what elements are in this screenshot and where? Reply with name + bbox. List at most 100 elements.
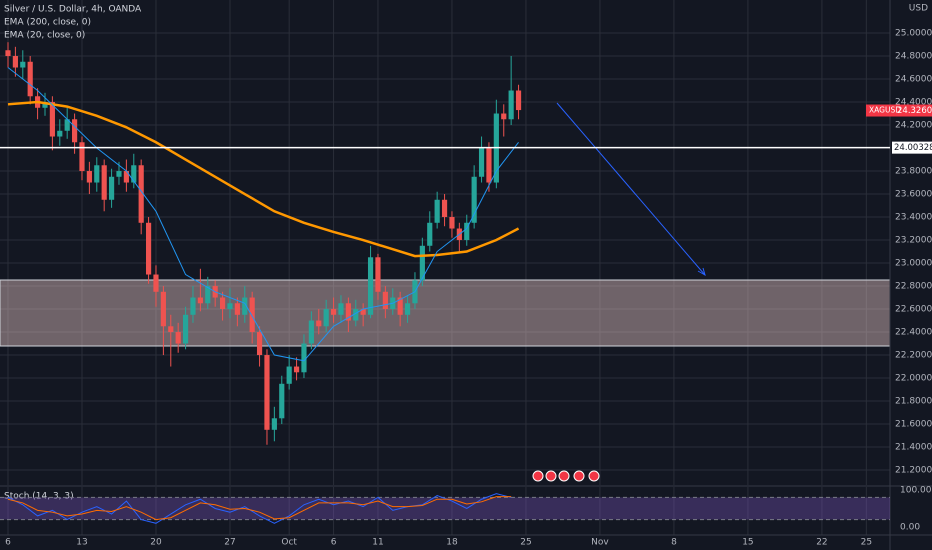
y-tick-label: 24.40000 <box>895 98 932 108</box>
y-tick-label: 22.00000 <box>895 374 932 384</box>
candle-body <box>353 309 359 321</box>
candle-body <box>234 303 240 315</box>
support-zone <box>0 279 891 347</box>
x-tick-label: 13 <box>76 538 87 548</box>
x-tick-label: 27 <box>224 538 235 548</box>
candle-body <box>108 176 115 200</box>
candle-body <box>360 309 366 315</box>
candle-body <box>367 257 374 315</box>
legend-entry: EMA (200, close, 0) <box>4 18 91 28</box>
candle-body <box>434 199 440 223</box>
candle-body <box>49 102 55 137</box>
candle-body <box>27 61 33 97</box>
last-symbol: XAGUSD <box>869 106 901 115</box>
stoch-line <box>7 496 512 521</box>
candle-body <box>20 61 26 68</box>
candle-body <box>227 303 233 310</box>
candle-body <box>145 222 152 275</box>
candle-body <box>249 297 255 333</box>
candle-body <box>64 119 70 131</box>
x-tick-label: 22 <box>816 538 827 548</box>
y-tick-label: 21.40000 <box>895 443 932 453</box>
candle-body <box>508 90 514 120</box>
candle-body <box>471 176 477 223</box>
candle-body <box>301 343 307 373</box>
candle-body <box>382 291 388 310</box>
y-tick-label: 23.80000 <box>895 167 932 177</box>
candle-body <box>330 309 337 315</box>
candle-body <box>323 309 329 327</box>
x-tick-label: 18 <box>446 538 458 548</box>
candle-body <box>168 326 174 333</box>
candle-body <box>293 366 300 373</box>
stoch-tick-label: 0.00 <box>900 523 920 533</box>
stoch-band <box>0 497 890 520</box>
candle-body <box>242 297 248 315</box>
indicator-title: Stoch (14, 3, 3) <box>4 492 74 502</box>
candle-body <box>182 314 189 344</box>
candle-body <box>138 165 144 223</box>
level-label: 24.00328 <box>894 143 932 153</box>
x-tick-label: 6 <box>331 538 337 548</box>
x-tick-label: 15 <box>742 538 753 548</box>
candle-body <box>256 332 263 356</box>
candle-body <box>197 297 203 304</box>
ema-line <box>7 100 520 258</box>
candle-body <box>464 222 470 241</box>
y-tick-label: 22.60000 <box>895 305 932 315</box>
candle-body <box>345 303 351 321</box>
x-tick-label: Nov <box>591 538 609 548</box>
candle-body <box>441 199 448 218</box>
y-tick-label: 22.80000 <box>895 282 932 292</box>
candle-body <box>219 297 226 310</box>
currency-label: USD <box>909 4 928 14</box>
event-icons <box>532 470 600 482</box>
y-tick-label: 25.00000 <box>895 29 932 39</box>
candle-body <box>42 102 48 108</box>
y-tick-label: 24.60000 <box>895 75 932 85</box>
y-tick-label: 22.20000 <box>895 351 932 361</box>
candle-body <box>316 320 322 327</box>
candle-body <box>308 320 314 344</box>
candle-body <box>160 291 166 327</box>
y-tick-label: 23.40000 <box>895 213 932 223</box>
candle-body <box>397 297 403 315</box>
x-tick-label: 8 <box>671 538 677 548</box>
level-label-box <box>892 141 932 154</box>
candle-body <box>419 245 425 281</box>
y-tick-label: 23.20000 <box>895 236 932 246</box>
candle-body <box>271 418 277 430</box>
stoch-tick-label: 100.00 <box>900 485 932 495</box>
last-price: 24.32600 <box>897 106 932 116</box>
y-tick-label: 22.40000 <box>895 328 932 338</box>
candle-body <box>71 119 78 143</box>
y-tick-label: 21.80000 <box>895 397 932 407</box>
candle-body <box>205 286 211 304</box>
x-tick-label: 25 <box>520 538 531 548</box>
candle-body <box>57 130 63 137</box>
x-tick-label: 6 <box>5 538 11 548</box>
candle-body <box>101 165 107 200</box>
candle-body <box>279 383 285 419</box>
y-tick-label: 21.60000 <box>895 420 932 430</box>
y-tick-label: 24.20000 <box>895 121 932 131</box>
x-tick-label: 20 <box>150 538 162 548</box>
candle-body <box>86 171 92 183</box>
candle-body <box>501 113 507 120</box>
candle-body <box>486 148 492 183</box>
candle-body <box>116 171 122 177</box>
stoch-line <box>7 493 512 524</box>
candle-body <box>515 90 522 111</box>
y-tick-label: 23.60000 <box>895 190 932 200</box>
candle-body <box>404 303 411 315</box>
x-tick-label: Oct <box>281 538 297 548</box>
y-tick-label: 21.20000 <box>895 466 932 476</box>
candle-body <box>175 332 181 344</box>
x-tick-label: 25 <box>861 538 872 548</box>
candle-body <box>375 257 381 292</box>
candle-body <box>449 217 455 229</box>
candle-body <box>12 56 18 68</box>
